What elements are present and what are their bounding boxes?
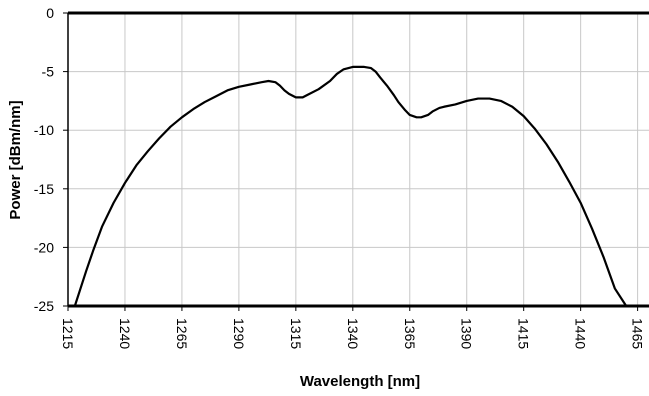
series-layer — [73, 65, 635, 308]
x-tick-labels: 1215 1240 1265 1290 1315 1340 1365 1390 1415 1440… — [60, 318, 646, 349]
x-tick-label: 1340 — [345, 318, 361, 349]
y-tick-label: -5 — [42, 64, 55, 80]
x-tick-label: 1390 — [459, 318, 475, 349]
y-axis-title: Power [dBm/nm] — [7, 100, 24, 219]
x-tick-label: 1415 — [516, 318, 532, 349]
y-tick-label: -20 — [34, 239, 54, 255]
y-tick-label: -15 — [34, 181, 54, 197]
x-tick-label: 1315 — [288, 318, 304, 349]
y-tick-labels: 0 -5 -10 -15 -20 -25 — [34, 5, 54, 314]
x-tick-label: 1440 — [573, 318, 589, 349]
x-tick-label: 1265 — [174, 318, 190, 349]
y-tick-label: 0 — [46, 5, 54, 21]
plot-frame — [63, 11, 649, 311]
x-tick-label: 1290 — [231, 318, 247, 349]
y-tick-label: -10 — [34, 122, 54, 138]
x-tick-label: 1365 — [402, 318, 418, 349]
x-tick-label: 1465 — [630, 318, 646, 349]
series-line — [73, 65, 635, 308]
x-axis-title: Wavelength [nm] — [300, 373, 420, 390]
x-tick-label: 1215 — [60, 318, 76, 349]
y-tick-label: -25 — [34, 298, 54, 314]
x-tick-label: 1240 — [117, 318, 133, 349]
grid-lines — [68, 13, 649, 306]
